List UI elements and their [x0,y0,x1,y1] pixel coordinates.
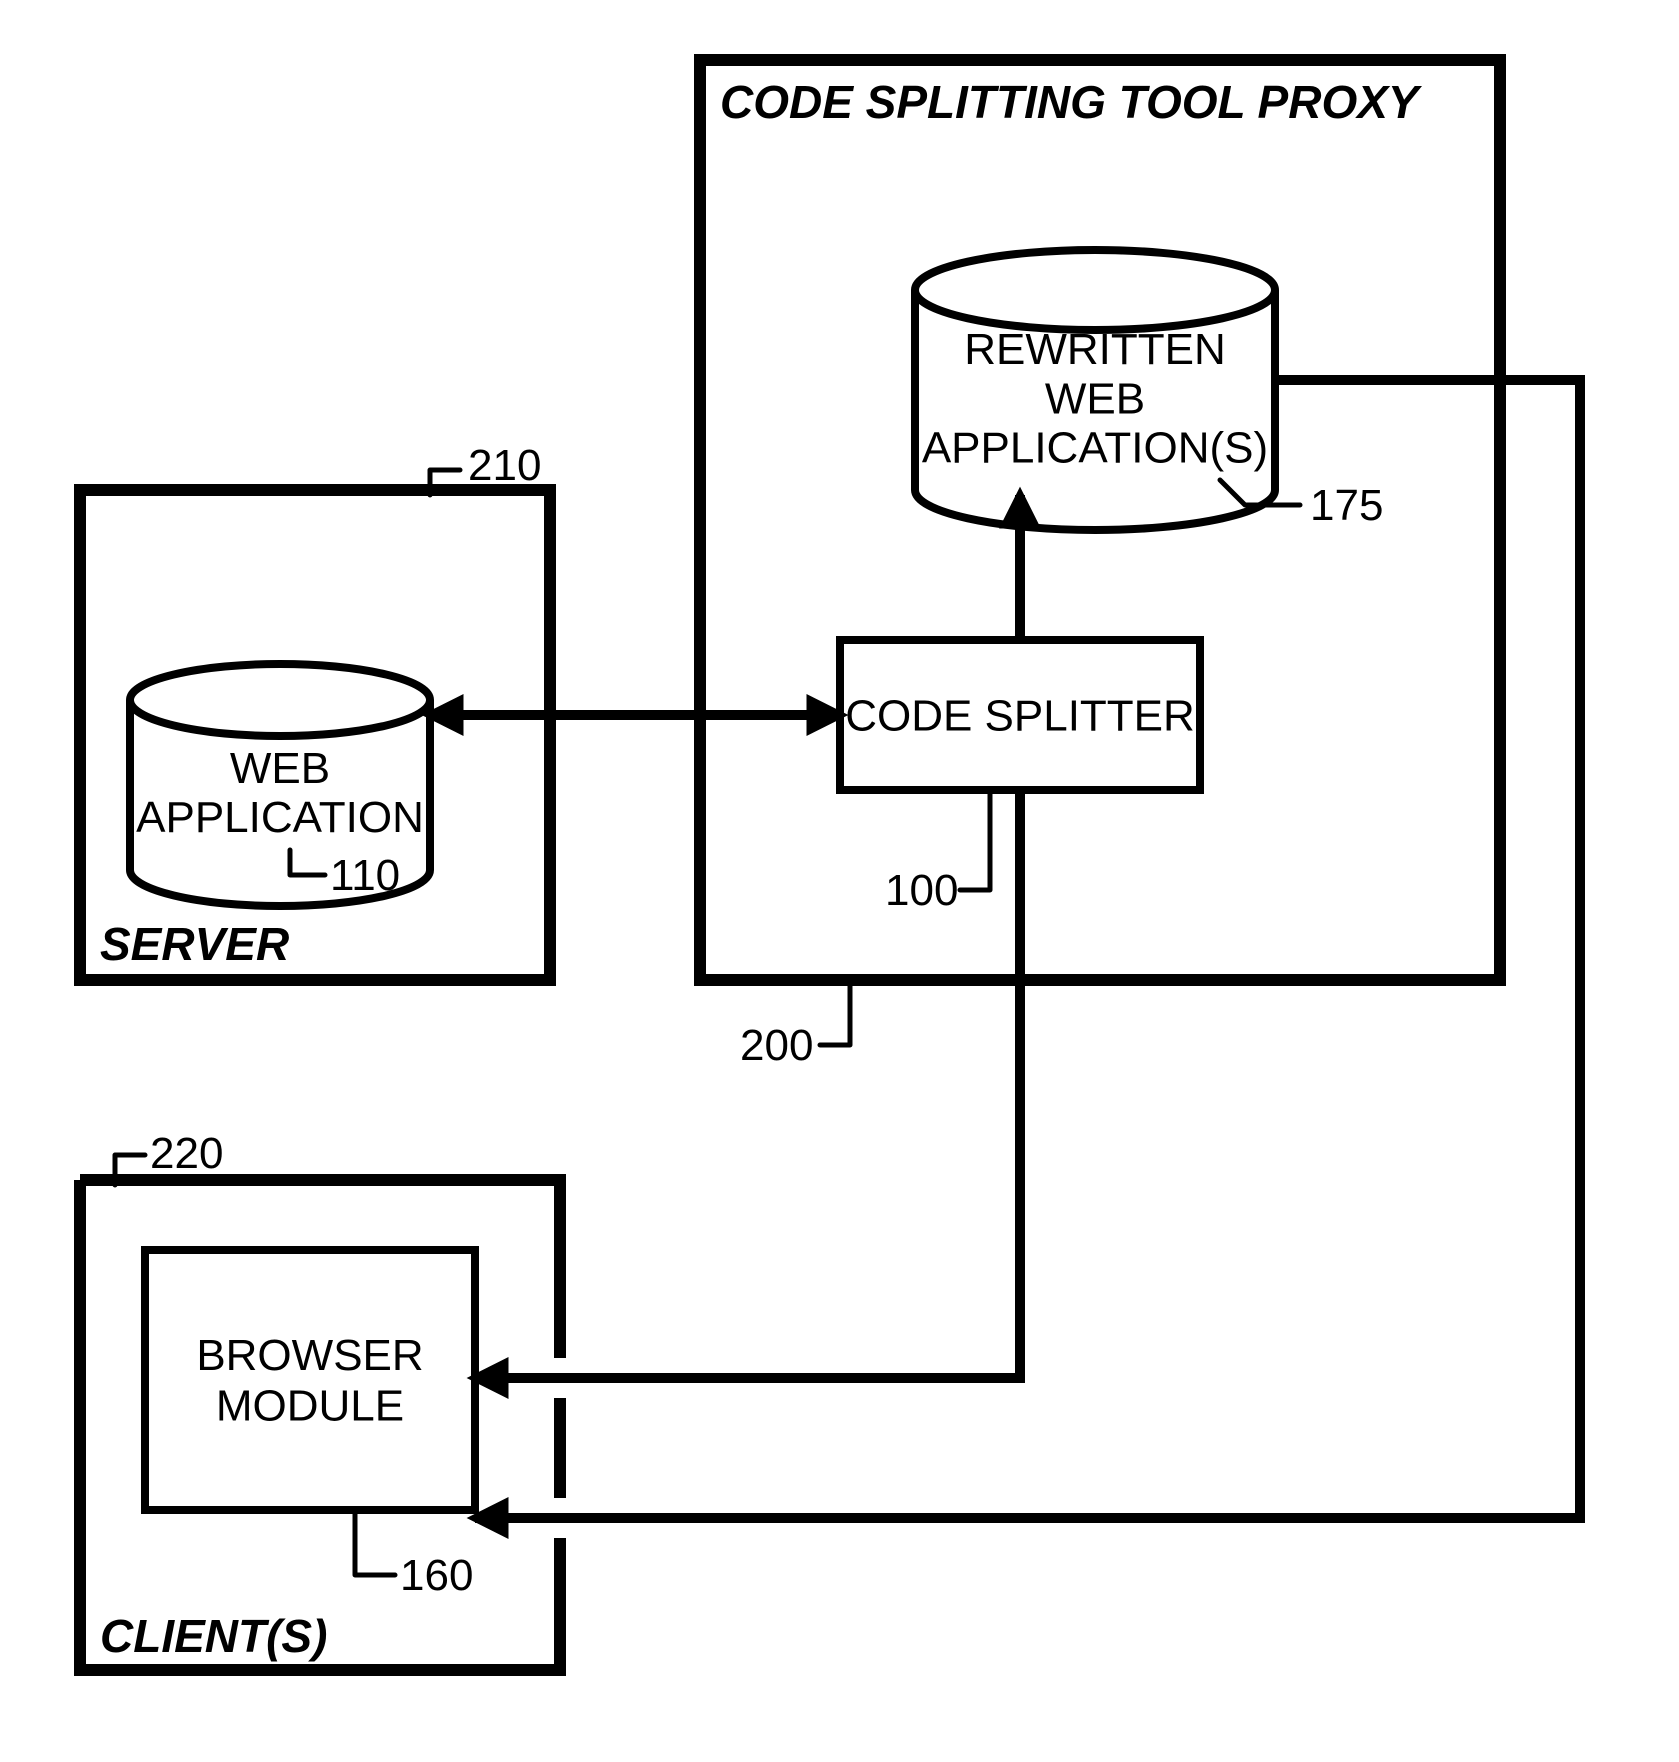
block-browser: BROWSERMODULE [145,1250,475,1510]
cylinder-rewritten-line-2: APPLICATION(S) [922,424,1268,473]
ref-200-label: 200 [740,1021,813,1070]
block-browser-line-0: BROWSER [196,1331,423,1380]
ref-100-label: 100 [885,866,958,915]
ref-100: 100 [885,790,990,915]
block-code_splitter: CODE SPLITTER [840,640,1200,790]
ref-110-label: 110 [330,851,400,900]
container-proxy-label: CODE SPLITTING TOOL PROXY [720,76,1423,128]
ref-160-label: 160 [400,1551,473,1600]
cylinder-web_app-line-0: WEB [230,744,330,793]
block-code_splitter-line-0: CODE SPLITTER [845,691,1195,740]
cylinder-rewritten: REWRITTENWEBAPPLICATION(S) [915,250,1275,530]
block-browser-line-1: MODULE [216,1382,404,1431]
cylinder-web_app-line-1: APPLICATION [136,793,424,842]
cylinder-rewritten-line-0: REWRITTEN [964,325,1226,374]
connector-rewritten-browser [475,380,1580,1518]
ref-210-label: 210 [468,441,541,490]
container-client-label: CLIENT(S) [100,1610,327,1662]
ref-175-label: 175 [1310,481,1383,530]
container-server-label: SERVER [100,918,289,970]
ref-220-label: 220 [150,1129,223,1178]
cylinder-rewritten-line-1: WEB [1045,374,1145,423]
ref-160: 160 [355,1510,473,1600]
ref-200: 200 [740,980,850,1070]
